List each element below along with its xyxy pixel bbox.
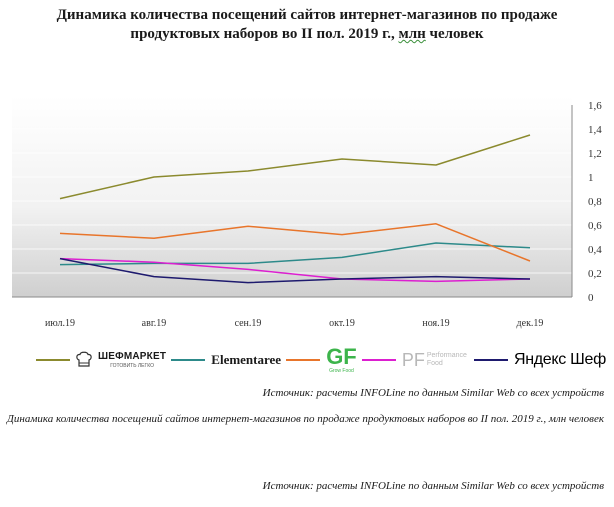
logo-elementaree: Elementaree	[211, 352, 282, 367]
legend-line-performance-food	[361, 359, 396, 361]
series-line	[59, 257, 531, 283]
logo-pf-text-line2: Food	[426, 360, 443, 367]
legend-line-yandex-shef	[473, 359, 508, 361]
y-tick-label: 0,6	[588, 220, 602, 232]
logo-shefmarket: ШЕФМАРКЕТ ГОТОВИТЬ ЛЕГКО	[98, 350, 167, 369]
legend-item-gf: GF Grow Food	[286, 346, 357, 374]
logo-growfood: GF Grow Food	[326, 346, 357, 374]
series-lines	[59, 134, 531, 284]
y-gridlines	[12, 104, 573, 298]
logo-shefmarket-slogan: ГОТОВИТЬ ЛЕГКО	[110, 362, 154, 369]
legend-line-shefmarket	[36, 359, 70, 361]
figure-caption: Динамика количества посещений сайтов инт…	[6, 413, 604, 425]
x-tick-label: окт.19	[329, 318, 355, 329]
logo-performance-food: PF Performance Food	[402, 350, 469, 371]
legend-item-shefmarket: ШЕФМАРКЕТ ГОТОВИТЬ ЛЕГКО	[36, 351, 166, 369]
logo-shefmarket-text: ШЕФМАРКЕТ	[98, 350, 167, 362]
chart-title-line1: Динамика количества посещений сайтов инт…	[56, 7, 558, 23]
source-note-1: Источник: расчеты INFOLine по данным Sim…	[262, 387, 604, 399]
y-tick-label: 1,6	[588, 100, 602, 112]
logo-growfood-text: Grow Food	[329, 368, 354, 374]
x-tick-labels: июл.19 авг.19 сен.19 окт.19 ноя.19 дек.19	[45, 318, 543, 329]
x-tick-label: дек.19	[517, 318, 544, 329]
chart-title-line2-ul: млн	[398, 26, 426, 42]
chart-legend: ШЕФМАРКЕТ ГОТОВИТЬ ЛЕГКО Elementaree GF …	[36, 342, 606, 378]
chart-title: Динамика количества посещений сайтов инт…	[0, 6, 614, 44]
series-line	[59, 242, 531, 266]
x-tick-label: авг.19	[142, 318, 167, 329]
line-chart: 0 0,2 0,4 0,6 0,8 1 1,2 1,4 1,6 июл.19 авг.19 сен.…	[12, 96, 602, 329]
y-tick-label: 0,2	[588, 268, 602, 280]
logo-growfood-mark: GF	[326, 344, 357, 369]
y-tick-label: 0,4	[588, 244, 602, 256]
y-tick-label: 0,8	[588, 196, 602, 208]
y-tick-label: 1	[588, 172, 594, 184]
chef-hat-icon	[76, 351, 92, 367]
legend-item-performance-food: PF Performance Food	[361, 350, 469, 371]
plot-background	[12, 96, 572, 297]
legend-item-elementaree: Elementaree	[171, 352, 281, 368]
y-tick-labels: 0 0,2 0,4 0,6 0,8 1 1,2 1,4 1,6	[588, 100, 602, 304]
x-tick-label: сен.19	[235, 318, 262, 329]
legend-line-gf	[286, 359, 321, 361]
logo-pf-text: Performance Food	[427, 352, 469, 368]
y-tick-label: 0	[588, 292, 594, 304]
legend-line-elementaree	[171, 359, 206, 361]
logo-yandex-shef: Яндекс Шеф	[513, 351, 606, 368]
y-tick-label: 1,2	[588, 148, 602, 160]
chart-title-line2: продуктовых наборов во II пол. 2019 г., …	[0, 25, 614, 44]
source-note-2: Источник: расчеты INFOLine по данным Sim…	[262, 480, 604, 492]
series-line	[59, 257, 531, 284]
logo-pf-text-line1: Performance	[426, 352, 467, 359]
legend-item-yandex-shef: Яндекс Шеф	[473, 351, 606, 369]
series-line	[59, 223, 531, 262]
chart-title-line2-b: человек	[425, 26, 484, 42]
y-tick-label: 1,4	[588, 124, 602, 136]
x-tick-label: ноя.19	[422, 318, 449, 329]
chart-title-line2-a: продуктовых наборов во II пол. 2019 г.,	[130, 26, 399, 42]
x-tick-label: июл.19	[45, 318, 75, 329]
logo-pf-mark: PF	[401, 349, 425, 370]
series-line	[59, 134, 531, 200]
